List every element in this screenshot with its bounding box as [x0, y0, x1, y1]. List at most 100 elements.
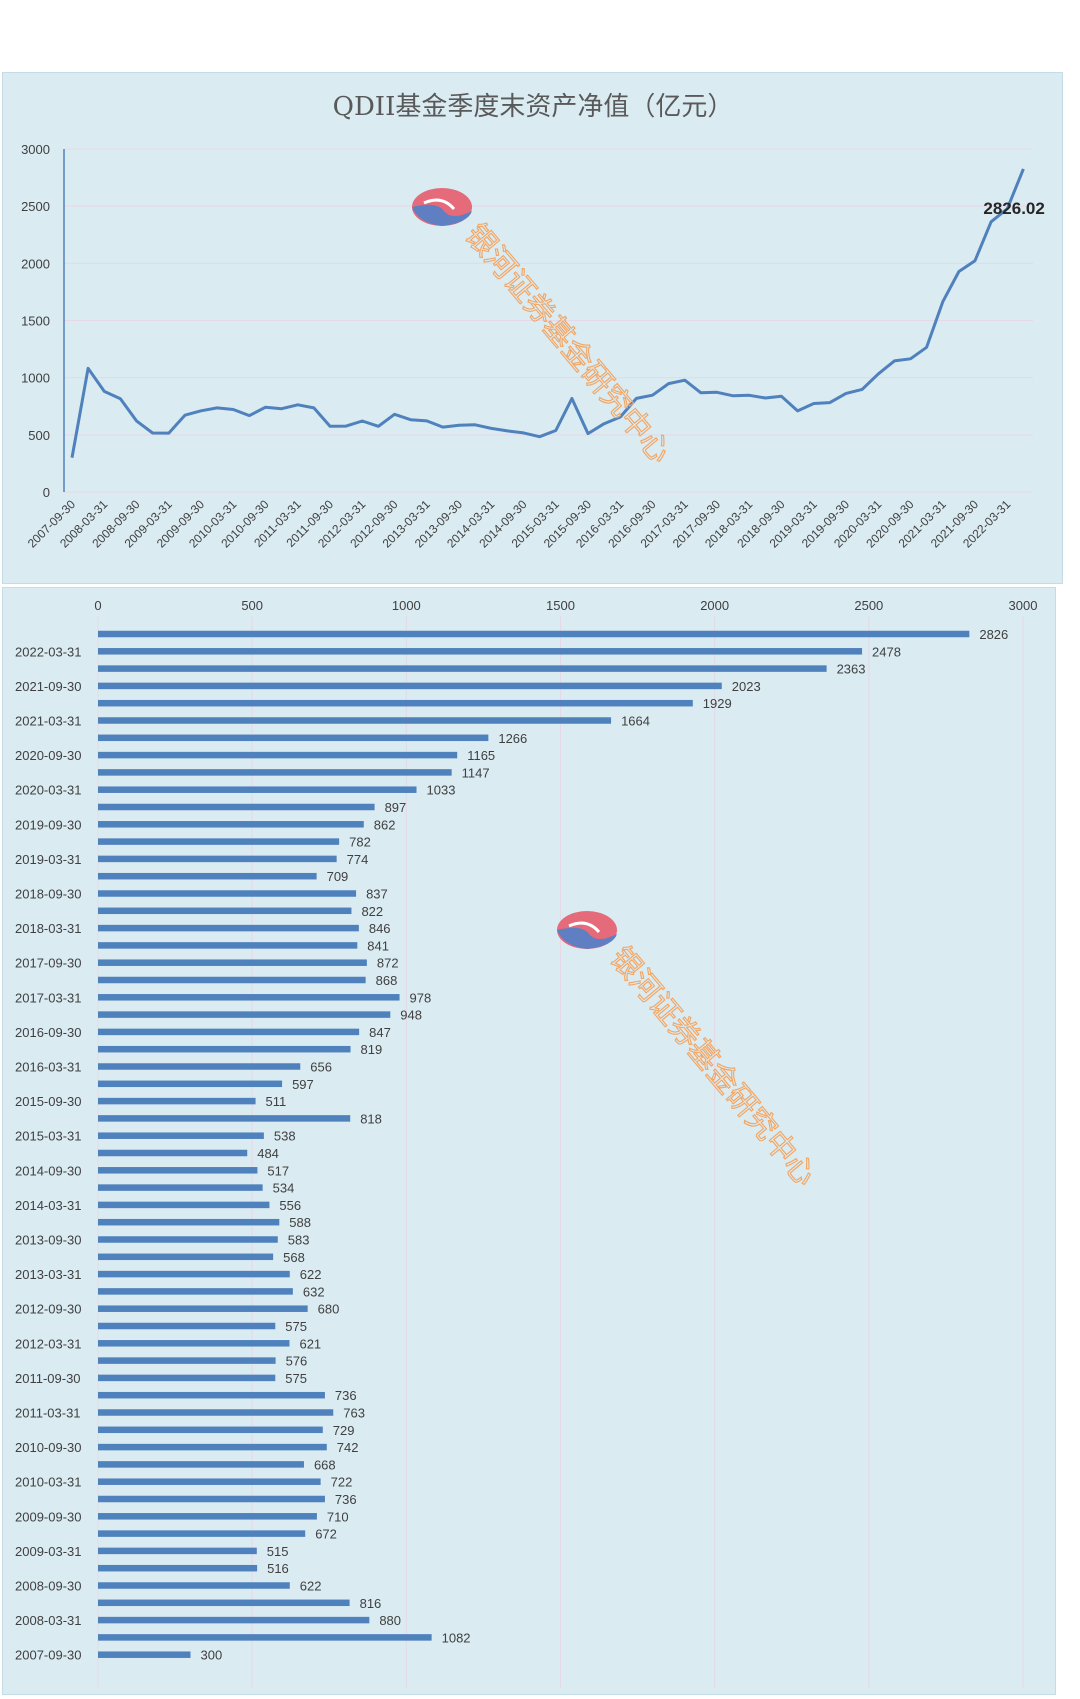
bar-value-label: 818	[360, 1111, 382, 1126]
bar	[98, 1374, 276, 1382]
y-tick-label: 2500	[21, 199, 50, 214]
galaxy-logo-swoosh	[557, 927, 617, 949]
bar	[98, 1011, 391, 1018]
y-tick-label: 2000	[21, 256, 50, 271]
chart-title: QDII基金季度末资产净值（亿元）	[333, 92, 734, 122]
galaxy-logo-highlight	[423, 198, 456, 211]
bar	[98, 994, 400, 1001]
y-category-label: 2012-09-30	[15, 1302, 82, 1317]
y-category-label: 2017-09-30	[15, 956, 82, 971]
bar	[98, 1547, 257, 1555]
y-category-label: 2010-03-31	[15, 1475, 82, 1490]
bar	[98, 1288, 293, 1295]
bar	[98, 1357, 276, 1364]
bar-value-label: 846	[369, 921, 391, 936]
y-tick-label: 0	[43, 485, 50, 500]
bar	[98, 1582, 290, 1589]
bar-value-label: 742	[337, 1440, 359, 1455]
y-category-label: 2019-03-31	[15, 852, 82, 867]
line-watermark: 银河证券基金研究中心	[412, 188, 678, 471]
bar-chart-panel: 0 500 1000 1500 2000 2500 3000 2826 2478 2022-03-…	[2, 587, 1056, 1695]
bar-value-label: 1033	[427, 783, 456, 798]
bar	[98, 769, 452, 776]
bar	[98, 1461, 304, 1468]
bar-value-label: 534	[273, 1181, 295, 1196]
bar	[98, 1599, 350, 1607]
watermark-text: 银河证券基金研究中心	[603, 941, 823, 1193]
bar-value-label: 816	[360, 1596, 382, 1611]
bar	[98, 1270, 290, 1278]
y-category-label: 2015-03-31	[15, 1129, 82, 1144]
bar	[98, 959, 367, 966]
bar	[98, 1530, 306, 1537]
bar	[98, 1443, 327, 1451]
bar-value-label: 1165	[467, 748, 495, 763]
bar-value-label: 2363	[837, 662, 866, 677]
y-tick-label: 3000	[21, 142, 50, 157]
y-category-label: 2014-09-30	[15, 1163, 82, 1178]
galaxy-logo-highlight	[568, 921, 601, 934]
y-category-label: 2011-03-31	[15, 1406, 81, 1421]
bar-value-label: 656	[310, 1060, 332, 1075]
bar-value-label: 722	[331, 1475, 353, 1490]
bar-value-label: 2023	[732, 679, 761, 694]
bar	[98, 1218, 280, 1226]
last-value-label: 2826.02	[983, 199, 1044, 218]
y-category-label: 2021-03-31	[15, 714, 82, 729]
y-category-label: 2012-03-31	[15, 1336, 82, 1351]
y-category-label: 2013-03-31	[15, 1267, 82, 1282]
bar-value-label: 621	[299, 1336, 321, 1351]
bar	[98, 872, 317, 880]
bar-value-label: 948	[400, 1008, 422, 1023]
bar	[98, 1167, 258, 1174]
bar	[98, 734, 489, 742]
bar	[98, 648, 863, 655]
bar-value-label: 576	[286, 1354, 308, 1369]
bar	[98, 1149, 248, 1157]
bar	[98, 1478, 321, 1485]
bar	[98, 1409, 334, 1416]
bar	[98, 1028, 360, 1036]
bar	[98, 976, 366, 984]
bar-value-label: 978	[410, 990, 432, 1005]
y-category-label: 2016-09-30	[15, 1025, 82, 1040]
x-tick-label: 2000	[700, 598, 729, 613]
bar-value-label: 763	[343, 1406, 365, 1421]
bar	[98, 1513, 317, 1520]
x-tick-label: 1500	[546, 598, 575, 613]
bar	[98, 1080, 283, 1088]
bar	[98, 1097, 256, 1105]
y-category-label: 2009-03-31	[15, 1544, 82, 1559]
bar-value-label: 819	[361, 1042, 383, 1057]
bar	[98, 803, 375, 811]
galaxy-logo-swoosh	[412, 204, 472, 226]
line-chart: QDII基金季度末资产净值（亿元） 0 500 1000 1500 2000 2500 300…	[21, 92, 1045, 551]
bar	[98, 1495, 325, 1503]
bar	[98, 1184, 263, 1191]
bar-value-label: 517	[267, 1163, 289, 1178]
y-category-label: 2018-03-31	[15, 921, 82, 936]
bar-value-label: 568	[283, 1250, 305, 1265]
series-line	[70, 168, 1025, 458]
bar	[98, 890, 357, 897]
bar	[98, 821, 364, 828]
bar-value-label: 680	[318, 1302, 340, 1317]
x-tick-label: 0	[94, 598, 101, 613]
x-tick-label: 2500	[854, 598, 883, 613]
bar-value-label: 736	[335, 1388, 357, 1403]
y-tick-label: 500	[28, 428, 50, 443]
bar-value-label: 862	[374, 817, 396, 832]
bar-value-label: 575	[285, 1371, 307, 1386]
y-category-label: 2020-03-31	[15, 783, 82, 798]
bar	[98, 1063, 301, 1070]
bar	[98, 1115, 351, 1122]
bar	[98, 1201, 270, 1209]
bar-value-label: 2826	[979, 627, 1008, 642]
bar-value-label: 872	[377, 956, 399, 971]
y-tick-label: 1500	[21, 314, 50, 329]
bar	[98, 1236, 278, 1243]
bar-value-label: 668	[314, 1457, 336, 1472]
bar-value-label: 710	[327, 1509, 349, 1524]
bar-value-label: 709	[327, 869, 349, 884]
